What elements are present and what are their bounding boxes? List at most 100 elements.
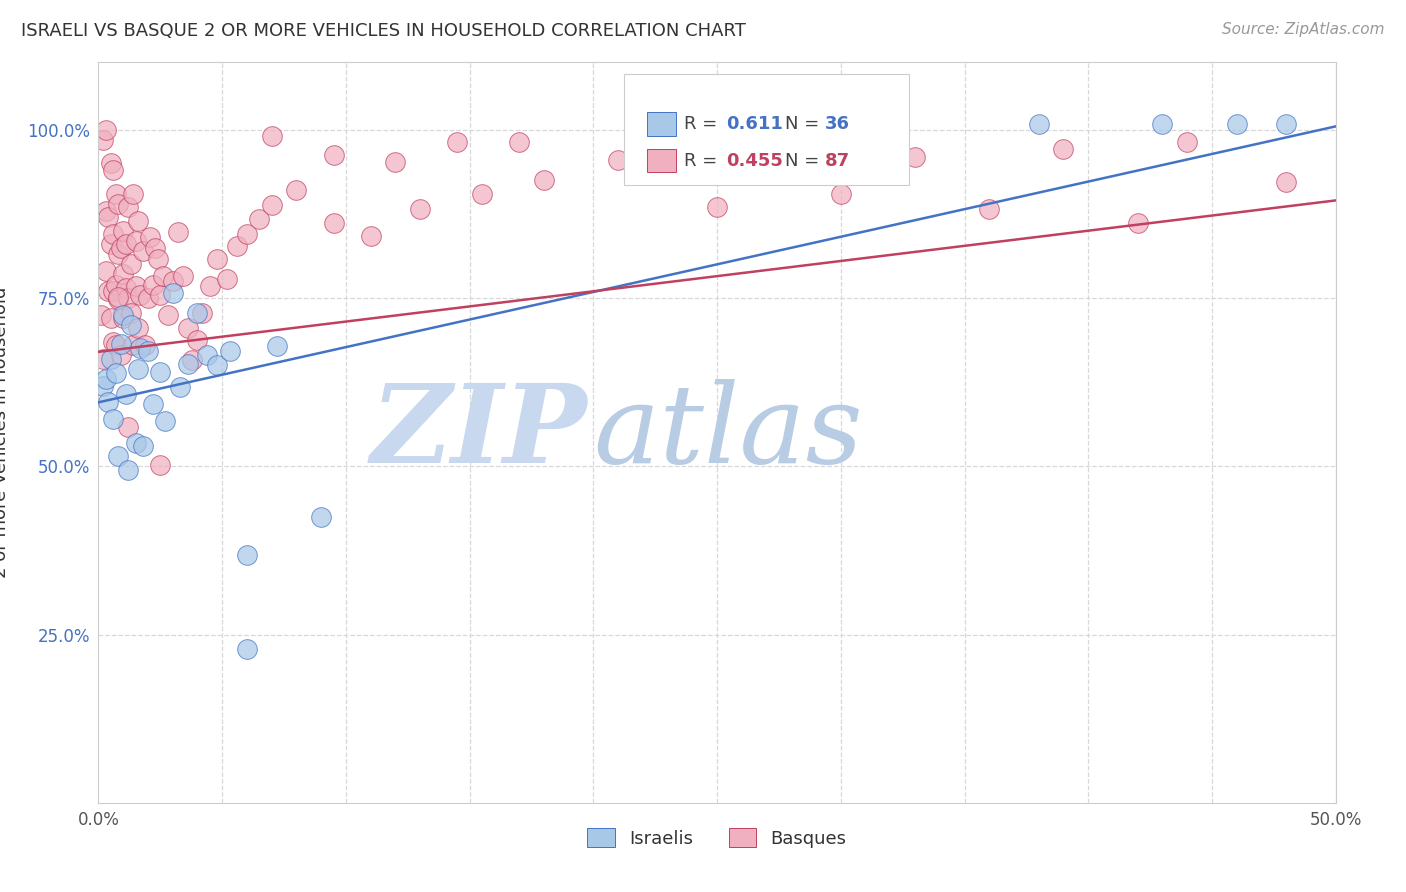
Point (780, 117, 803, 131)
Point (112, 308, 135, 322)
Point (409, 202, 432, 216)
Point (114, 281, 136, 295)
Point (110, 241, 132, 255)
Point (94, 372, 117, 386)
Point (104, 186, 127, 201)
Point (1275, 175, 1298, 189)
Point (134, 338, 156, 352)
Legend: Israelis, Basques: Israelis, Basques (578, 819, 856, 856)
Point (360, 229, 382, 244)
Point (155, 413, 177, 427)
Point (285, 183, 308, 197)
Point (93, 351, 115, 366)
Point (127, 321, 149, 335)
Point (149, 458, 172, 472)
Point (830, 186, 852, 201)
Point (149, 365, 172, 379)
Point (94, 264, 117, 278)
Point (100, 311, 122, 326)
Point (1275, 117, 1298, 131)
Point (169, 380, 191, 394)
Point (191, 306, 214, 320)
Point (107, 449, 129, 463)
Text: Source: ZipAtlas.com: Source: ZipAtlas.com (1222, 22, 1385, 37)
Point (107, 196, 129, 211)
Point (247, 211, 270, 226)
Point (132, 439, 155, 453)
Point (136, 343, 159, 358)
Point (104, 338, 127, 352)
Point (112, 268, 135, 282)
Point (124, 234, 146, 248)
Point (120, 306, 142, 320)
Point (205, 359, 228, 373)
Point (176, 357, 198, 371)
Point (124, 279, 146, 293)
Point (93, 133, 115, 147)
Point (132, 244, 155, 258)
Point (110, 336, 132, 351)
Point (93, 378, 115, 392)
Point (156, 308, 179, 322)
Point (1226, 117, 1249, 131)
Text: N =: N = (785, 115, 825, 133)
Point (322, 148, 344, 162)
Point (117, 462, 139, 476)
Point (100, 237, 122, 252)
Point (162, 273, 184, 287)
Text: atlas: atlas (593, 379, 863, 486)
Point (90, 308, 112, 322)
Point (142, 397, 165, 411)
Point (218, 343, 240, 358)
Point (533, 173, 555, 187)
Point (142, 277, 165, 292)
Point (236, 642, 259, 657)
Point (176, 321, 198, 335)
Point (162, 285, 184, 300)
Point (260, 198, 283, 212)
Point (904, 150, 927, 164)
Point (172, 269, 194, 284)
Point (1175, 135, 1198, 149)
Point (104, 277, 127, 292)
Text: R =: R = (683, 152, 723, 169)
Point (120, 318, 142, 332)
Point (186, 306, 208, 320)
Point (127, 213, 149, 227)
Point (107, 290, 129, 304)
Point (195, 348, 218, 362)
Y-axis label: 2 or more Vehicles in Household: 2 or more Vehicles in Household (0, 287, 10, 578)
Text: ZIP: ZIP (371, 379, 588, 486)
Point (107, 293, 129, 307)
Point (120, 257, 142, 271)
Point (266, 339, 288, 353)
Point (143, 241, 166, 255)
Point (117, 200, 139, 214)
Point (129, 287, 152, 301)
Point (217, 272, 239, 286)
Point (146, 252, 169, 266)
Point (236, 227, 259, 241)
Point (226, 238, 249, 252)
Point (97, 285, 120, 299)
Point (112, 224, 135, 238)
Point (446, 135, 468, 149)
Text: N =: N = (785, 152, 825, 169)
Point (1126, 216, 1149, 230)
FancyBboxPatch shape (624, 73, 908, 185)
Point (97, 395, 120, 409)
Point (260, 129, 283, 144)
Point (181, 353, 204, 368)
Text: 0.611: 0.611 (725, 115, 783, 133)
Point (94, 122, 117, 136)
Point (100, 351, 122, 366)
FancyBboxPatch shape (647, 149, 676, 172)
Point (186, 333, 208, 347)
Text: R =: R = (683, 115, 723, 133)
Point (103, 412, 125, 426)
Point (731, 135, 754, 149)
Point (607, 153, 630, 167)
Point (706, 200, 728, 214)
Point (508, 135, 530, 149)
Point (205, 252, 228, 266)
